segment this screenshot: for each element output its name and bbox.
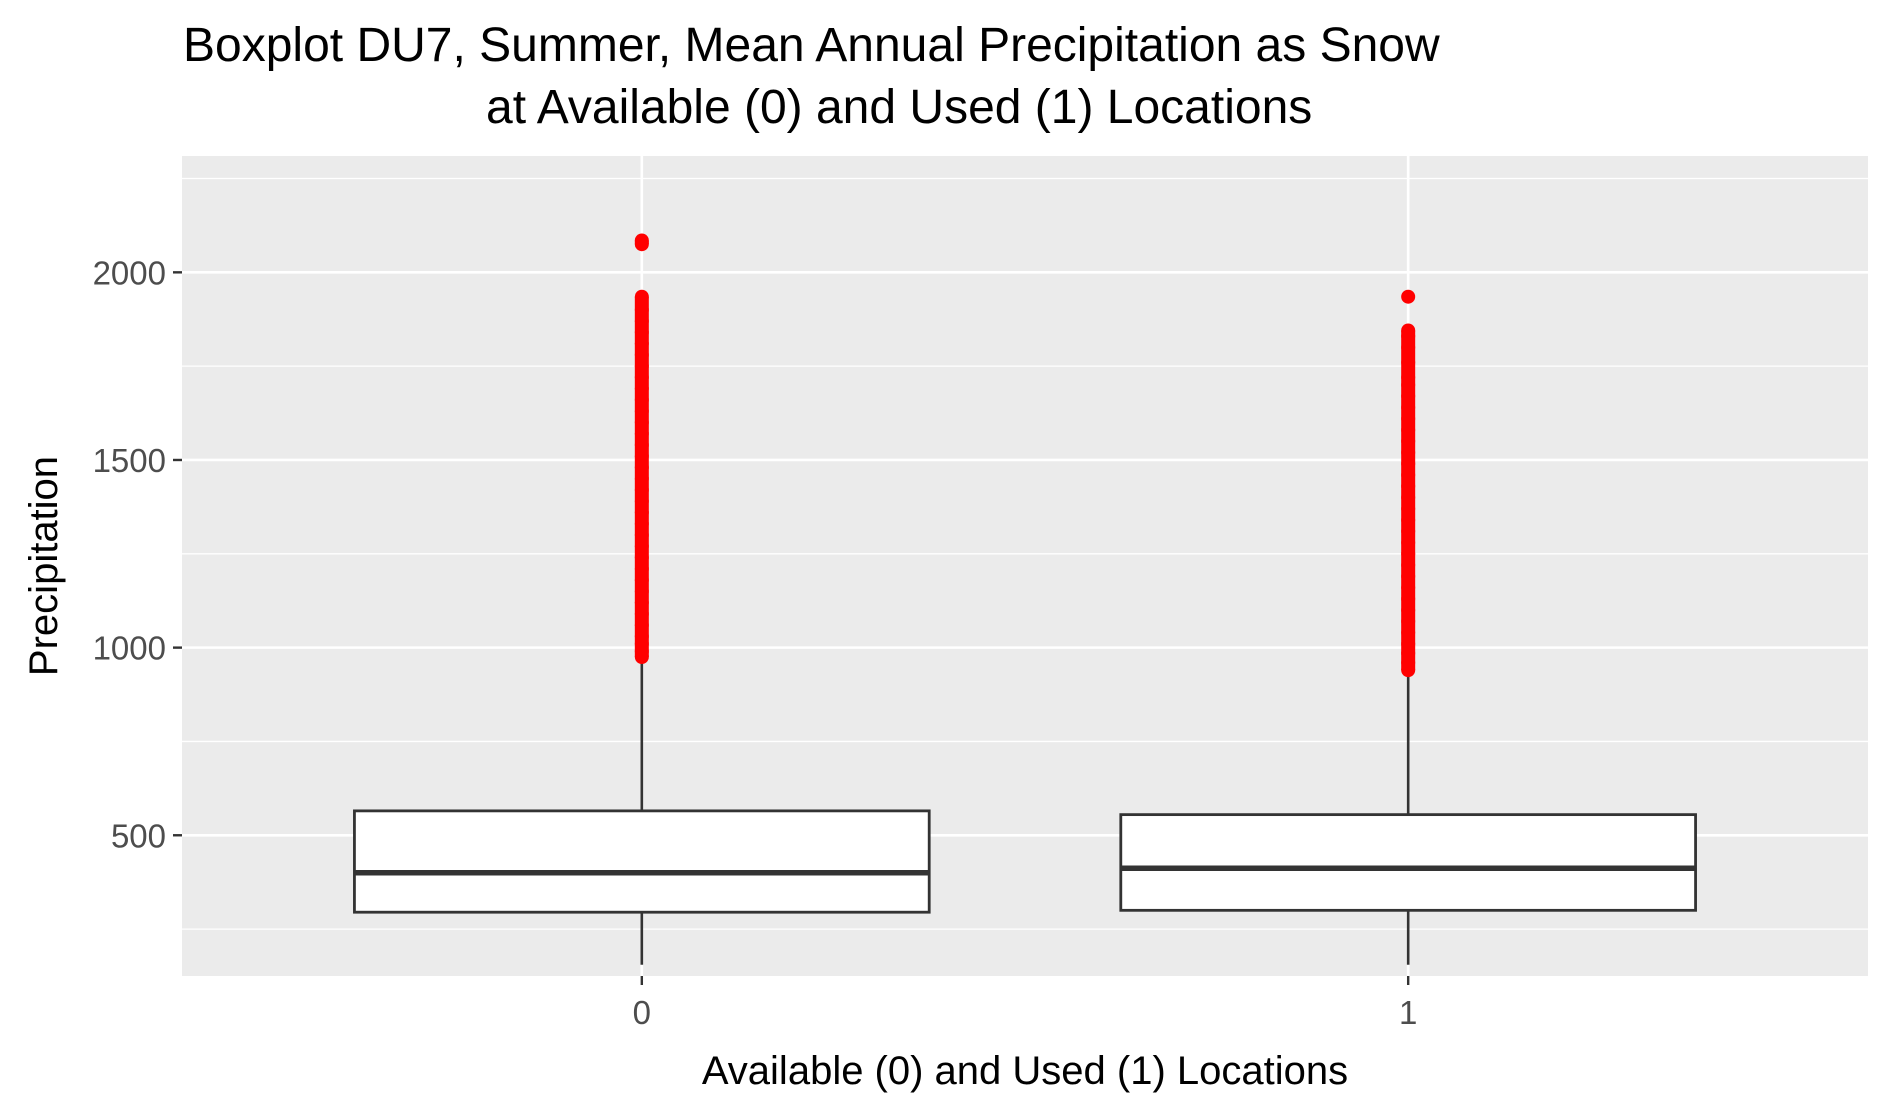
box-category-1: [1119, 289, 1697, 965]
outlier-band: [634, 580, 649, 592]
outlier-band: [634, 332, 649, 344]
outlier-band: [1401, 520, 1416, 532]
outlier-band: [634, 388, 649, 400]
x-tick-label: 0: [633, 994, 651, 1031]
outlier-band: [634, 456, 649, 468]
outlier-band: [634, 240, 649, 245]
outlier-band: [634, 643, 649, 652]
y-tick-label: 2000: [93, 254, 166, 291]
y-axis-label: Precipitation: [22, 456, 66, 676]
outlier-band: [1401, 621, 1416, 633]
outlier-band: [1401, 362, 1416, 378]
outlier-band: [1401, 441, 1416, 453]
outlier-band: [1401, 576, 1416, 588]
outlier-band: [634, 309, 649, 322]
outlier-band: [1401, 565, 1416, 577]
outlier-band: [1401, 653, 1416, 663]
boxes-layer: [353, 233, 1697, 965]
outlier-band: [1401, 508, 1416, 521]
outlier-band: [634, 366, 649, 378]
outlier-band: [634, 535, 649, 547]
outlier-band: [1401, 542, 1416, 554]
outlier-band: [1401, 384, 1416, 397]
outlier-band: [1401, 429, 1416, 442]
y-tick-label: 500: [111, 817, 166, 854]
outlier-point: [1401, 289, 1416, 304]
outlier-band: [634, 602, 649, 614]
x-axis-label: Available (0) and Used (1) Locations: [702, 1049, 1348, 1093]
outlier-band: [634, 377, 649, 389]
outlier-band: [1401, 377, 1416, 385]
outlier-band: [634, 321, 649, 333]
outlier-band: [1401, 553, 1416, 566]
y-tick-label: 1500: [93, 442, 166, 479]
chart-title-line-2: at Available (0) and Used (1) Locations: [486, 81, 1313, 134]
box-iqr: [353, 809, 931, 914]
outlier-band: [634, 422, 649, 434]
outlier-band: [634, 490, 649, 502]
outlier-band: [634, 636, 649, 644]
outlier-band: [634, 512, 649, 524]
outlier-band: [1401, 632, 1416, 644]
outlier-band: [1401, 407, 1416, 419]
outlier-band: [634, 399, 649, 412]
outlier-band: [634, 651, 649, 658]
x-tick-label: 1: [1399, 994, 1417, 1031]
minor-gridlines: [182, 177, 1868, 930]
box-iqr: [1119, 813, 1697, 912]
outlier-band: [1401, 497, 1416, 509]
outlier-band: [634, 478, 649, 491]
outlier-band: [1401, 452, 1416, 464]
outlier-band: [1401, 643, 1416, 654]
outlier-band: [634, 523, 649, 536]
outlier-band: [634, 411, 649, 423]
outlier-band: [1401, 336, 1416, 348]
y-tick-label: 1000: [93, 630, 166, 667]
outlier-band: [634, 625, 649, 637]
outlier-band: [1401, 598, 1416, 611]
box-category-0: [353, 233, 931, 965]
outlier-band: [634, 467, 649, 479]
outlier-band: [634, 546, 649, 558]
outlier-band: [634, 591, 649, 603]
outlier-band: [634, 296, 649, 310]
outlier-band: [634, 354, 649, 367]
outlier-band: [1401, 418, 1416, 430]
outlier-band: [634, 444, 649, 457]
outlier-band: [1401, 330, 1416, 337]
outlier-band: [634, 501, 649, 513]
outlier-band: [1401, 662, 1416, 671]
outlier-band: [1401, 396, 1416, 408]
outlier-band: [634, 433, 649, 445]
outlier-band: [634, 343, 649, 355]
y-axis-ticks: 500 1000 1500 2000: [93, 254, 182, 854]
outlier-band: [634, 568, 649, 581]
outlier-band: [1401, 463, 1416, 475]
outlier-band: [1401, 347, 1416, 363]
outlier-band: [1401, 474, 1416, 487]
outlier-band: [1401, 486, 1416, 498]
chart-title-line-1: Boxplot DU7, Summer, Mean Annual Precipi…: [183, 19, 1440, 72]
outlier-band: [634, 557, 649, 569]
outlier-band: [634, 613, 649, 626]
outlier-band: [1401, 610, 1416, 622]
outlier-band: [1401, 531, 1416, 543]
outlier-band: [1401, 587, 1416, 599]
